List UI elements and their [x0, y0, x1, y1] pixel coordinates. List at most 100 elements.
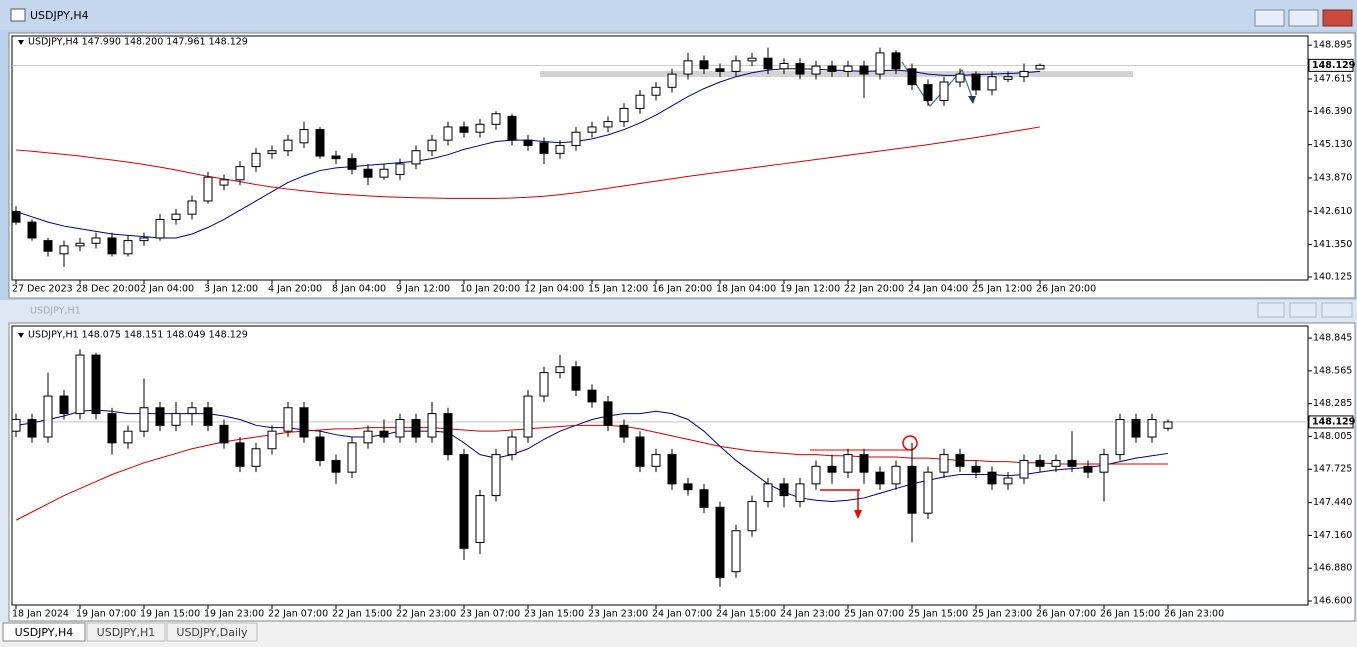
tab-label[interactable]: USDJPY,H1	[97, 626, 156, 639]
close-button[interactable]	[1321, 302, 1353, 318]
candle-body	[651, 86, 661, 96]
candle-body	[891, 52, 901, 70]
candle-body	[251, 448, 261, 467]
candle-body	[395, 418, 405, 438]
y-tick-label: 146.390	[1313, 106, 1352, 117]
candle-body	[827, 465, 837, 473]
price-label-box	[1308, 58, 1354, 72]
candle-body	[587, 389, 597, 403]
candle-body	[43, 395, 53, 438]
y-tick-label: 147.160	[1313, 530, 1352, 541]
x-tick-label: 27 Dec 2023	[12, 284, 73, 295]
x-tick-label: 24 Jan 15:00	[716, 609, 776, 620]
candle-body	[843, 65, 853, 72]
y-tick-label: 147.615	[1313, 73, 1352, 84]
drawn-arrowhead	[854, 510, 862, 519]
candle-body	[779, 483, 789, 497]
x-tick-label: 26 Jan 07:00	[1036, 609, 1096, 620]
candle-body	[875, 471, 885, 485]
candle-body	[891, 465, 901, 485]
candle-body	[651, 454, 661, 467]
candle-body	[955, 73, 965, 83]
x-tick-label: 16 Jan 20:00	[652, 284, 712, 295]
close-button[interactable]	[1322, 9, 1353, 27]
candle-body	[1083, 465, 1093, 473]
candle-body	[923, 84, 933, 102]
candle-body	[747, 57, 757, 62]
x-tick-label: 19 Jan 23:00	[204, 609, 264, 620]
candle-body	[987, 471, 997, 485]
candle-body	[107, 413, 117, 444]
x-tick-label: 9 Jan 12:00	[396, 284, 450, 295]
candle-body	[763, 57, 773, 70]
candle-body	[139, 407, 149, 432]
window-title: USDJPY,H4	[30, 9, 89, 22]
minimize-button[interactable]	[1257, 302, 1285, 318]
candle-body	[587, 126, 597, 133]
candle-body	[235, 166, 245, 181]
x-tick-label: 26 Jan 15:00	[1100, 609, 1160, 620]
x-tick-label: 25 Jan 23:00	[972, 609, 1032, 620]
candle-body	[491, 454, 501, 497]
minimize-button[interactable]	[1254, 9, 1285, 27]
x-tick-label: 19 Jan 15:00	[140, 609, 200, 620]
chart-header: USDJPY,H1 148.075 148.151 148.049 148.12…	[28, 330, 248, 341]
x-tick-label: 25 Jan 12:00	[972, 284, 1032, 295]
candle-body	[683, 60, 693, 75]
candle-body	[347, 158, 357, 170]
candle-body	[603, 121, 613, 128]
candle-body	[475, 495, 485, 543]
candle-body	[987, 76, 997, 91]
candle-body	[923, 471, 933, 514]
candle-body	[395, 163, 405, 176]
tab[interactable]	[2, 622, 86, 642]
candle-body	[795, 62, 805, 75]
candle-body	[251, 152, 261, 168]
candle-body	[779, 62, 789, 70]
y-tick-label: 147.725	[1313, 464, 1352, 475]
y-tick-label: 148.285	[1313, 398, 1352, 409]
x-tick-label: 23 Jan 23:00	[588, 609, 648, 620]
price-label: 148.129	[1312, 60, 1355, 71]
candle-body	[427, 139, 437, 152]
tab[interactable]	[166, 622, 258, 642]
candle-body	[331, 155, 341, 160]
candle-body	[315, 436, 325, 461]
tab[interactable]	[86, 622, 166, 642]
candle-body	[699, 489, 709, 508]
x-tick-label: 22 Jan 15:00	[332, 609, 392, 620]
maximize-button[interactable]	[1288, 9, 1319, 27]
x-tick-label: 18 Jan 2024	[12, 609, 69, 620]
candle-body	[523, 395, 533, 438]
candle-body	[11, 418, 21, 432]
candle-body	[491, 113, 501, 125]
candle-body	[811, 465, 821, 485]
candle-body	[427, 413, 437, 438]
x-tick-label: 25 Jan 07:00	[844, 609, 904, 620]
y-tick-label: 148.845	[1313, 333, 1352, 344]
y-tick-label: 147.440	[1313, 497, 1352, 508]
candle-body	[827, 65, 837, 72]
candle-body	[267, 430, 277, 450]
x-tick-label: 23 Jan 07:00	[460, 609, 520, 620]
candle-body	[1035, 64, 1045, 70]
candle-body	[411, 418, 421, 438]
candle-body	[555, 366, 565, 374]
candle-body	[939, 81, 949, 102]
candle-body	[1067, 459, 1077, 467]
candle-body	[1003, 76, 1013, 80]
candle-body	[443, 126, 453, 141]
tab-label[interactable]: USDJPY,Daily	[176, 626, 248, 639]
candle-body	[1099, 454, 1109, 473]
maximize-button[interactable]	[1289, 302, 1317, 318]
candle-body	[379, 168, 389, 178]
candle-body	[203, 407, 213, 426]
candle-body	[795, 483, 805, 502]
candle-body	[603, 401, 613, 426]
tab-label[interactable]: USDJPY,H4	[15, 626, 74, 639]
candle-body	[459, 126, 469, 133]
candle-body	[475, 123, 485, 133]
candle-body	[1131, 418, 1141, 438]
plot-frame	[11, 35, 1309, 281]
